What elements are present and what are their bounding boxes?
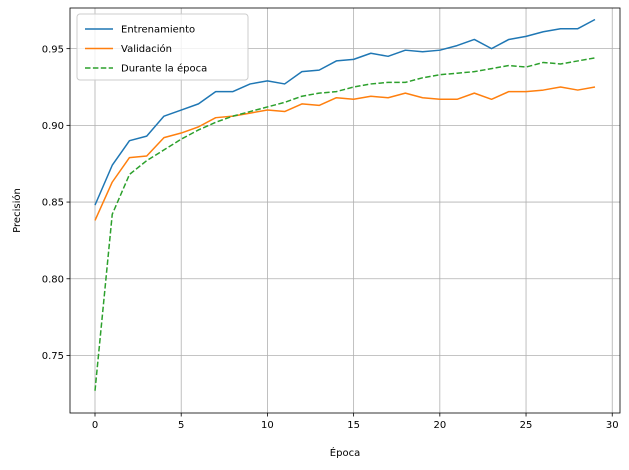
series-line	[94, 57, 596, 391]
x-tick-label: 25	[520, 420, 533, 431]
x-tick-label: 5	[178, 420, 184, 431]
y-axis-label: Precisión	[11, 188, 23, 233]
series-line	[94, 18, 596, 206]
plot-frame	[69, 7, 621, 414]
series-line	[94, 86, 596, 221]
x-tick-label: 15	[347, 420, 360, 431]
legend-box	[76, 13, 249, 81]
y-tick-label: 0.80	[42, 274, 64, 285]
y-axis-ticks: 0.75 0.80 0.85 0.90 0.95	[42, 44, 70, 362]
x-tick-label: 0	[92, 420, 98, 431]
y-tick-label: 0.90	[42, 121, 64, 132]
x-tick-label: 10	[261, 420, 274, 431]
x-tick-label: 30	[606, 420, 619, 431]
legend-label: Durante la época	[121, 63, 207, 75]
x-axis-label: Época	[330, 446, 360, 459]
y-tick-label: 0.95	[42, 44, 64, 55]
y-tick-label: 0.75	[42, 351, 64, 362]
x-tick-label: 20	[433, 420, 446, 431]
legend-label: Entrenamiento	[121, 25, 195, 36]
series-lines	[94, 18, 596, 391]
legend-label: Validación	[121, 43, 172, 55]
x-axis-ticks: 0 5 10 15 20 25 30	[92, 413, 619, 431]
y-tick-label: 0.85	[42, 198, 64, 209]
legend: Entrenamiento Validación Durante la época	[76, 13, 249, 81]
